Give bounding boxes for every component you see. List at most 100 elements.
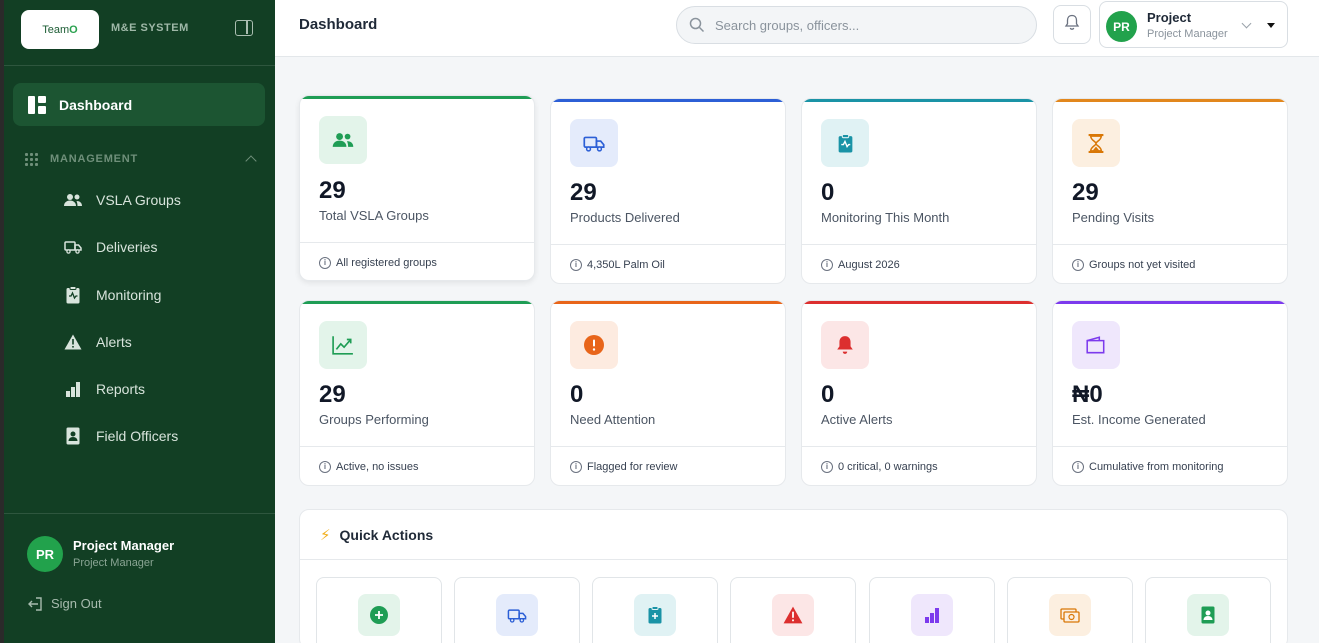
clipboard-icon [64,286,82,304]
info-icon: i [1072,258,1084,271]
brand-logo-o: O [69,23,78,36]
brand-row: Team O M&E SYSTEM [4,0,275,66]
stat-label: Groups Performing [319,412,429,427]
search-input[interactable] [715,17,1015,33]
quick-action-raise-alert[interactable] [730,577,856,643]
bell-icon [1064,14,1080,36]
stat-card-need-attention[interactable]: 0 Need Attention i Flagged for review [550,300,786,486]
stat-footer-text: All registered groups [336,256,437,269]
sidebar-item-dashboard[interactable]: Dashboard [13,83,265,126]
stat-value: 0 [821,381,835,408]
sidebar-item-label: Field Officers [96,428,179,444]
quick-actions-header: ⚡ Quick Actions [300,510,1287,560]
user-name: Project [1147,10,1192,25]
brand-logo[interactable]: Team O [21,10,99,49]
stat-card-products-delivered[interactable]: 29 Products Delivered i 4,350L Palm Oil [550,98,786,284]
sidebar-item-alerts[interactable]: Alerts [64,331,264,353]
window-edge [0,0,4,643]
sidebar-item-field-officers[interactable]: Field Officers [64,425,264,447]
warning-icon [64,333,82,351]
search-bar[interactable] [676,6,1037,44]
card-accent-bar [300,301,534,304]
card-accent-bar [1053,99,1287,102]
quick-action-income[interactable] [1007,577,1133,643]
hourglass-icon [1072,119,1120,167]
sidebar-item-deliveries[interactable]: Deliveries [64,236,264,258]
clipboard-icon [821,119,869,167]
stat-value: 29 [570,179,597,206]
stat-value: 29 [319,381,346,408]
info-icon: i [1072,460,1084,473]
quick-action-add-group[interactable] [316,577,442,643]
bell-icon [821,321,869,369]
stat-card-income[interactable]: ₦0 Est. Income Generated i Cumulative fr… [1052,300,1288,486]
stat-footer: i All registered groups [300,242,534,280]
grid-icon [25,152,38,166]
user-role: Project Manager [1147,28,1228,40]
notifications-button[interactable] [1053,5,1091,44]
sidebar-item-monitoring[interactable]: Monitoring [64,284,264,306]
avatar[interactable]: PR [27,536,63,572]
trending-up-icon [319,321,367,369]
sidebar-item-label: Deliveries [96,239,158,255]
sidebar-item-vsla-groups[interactable]: VSLA Groups [64,189,264,211]
clipboard-plus-icon [634,594,676,636]
warning-icon [772,594,814,636]
avatar: PR [1106,11,1137,42]
card-accent-bar [551,99,785,102]
info-icon: i [821,258,833,271]
stat-footer-text: 0 critical, 0 warnings [838,460,938,473]
stat-footer-text: Cumulative from monitoring [1089,460,1224,473]
chevron-up-icon [245,155,257,167]
bar-chart-icon [911,594,953,636]
divider [4,513,275,514]
card-accent-bar [300,96,534,99]
id-badge-icon [1187,594,1229,636]
stat-footer: i 0 critical, 0 warnings [802,446,1036,485]
users-icon [319,116,367,164]
quick-action-field-officers[interactable] [1145,577,1271,643]
info-icon: i [570,460,582,473]
quick-action-new-delivery[interactable] [454,577,580,643]
user-role: Project Manager [73,557,154,569]
info-icon: i [319,256,331,269]
quick-action-reports[interactable] [869,577,995,643]
quick-actions-title: Quick Actions [339,526,434,543]
truck-icon [570,119,618,167]
wallet-icon [1072,321,1120,369]
sign-out-label: Sign Out [51,596,102,611]
stat-label: Products Delivered [570,210,680,225]
sidebar: Team O M&E SYSTEM Dashboard MANAGEMENT VS… [4,0,275,643]
alert-circle-icon [570,321,618,369]
stat-footer: i Flagged for review [551,446,785,485]
card-accent-bar [802,301,1036,304]
stat-footer-text: Flagged for review [587,460,678,473]
stat-card-groups-performing[interactable]: 29 Groups Performing i Active, no issues [299,300,535,486]
search-icon [689,17,705,33]
info-icon: i [821,460,833,473]
sidebar-item-label: Monitoring [96,287,162,303]
stat-value: 29 [1072,179,1099,206]
quick-action-new-monitoring[interactable] [592,577,718,643]
stat-card-total-groups[interactable]: 29 Total VSLA Groups i All registered gr… [299,95,535,281]
section-management[interactable]: MANAGEMENT [25,150,257,168]
sign-out-button[interactable]: Sign Out [27,596,102,611]
sidebar-item-reports[interactable]: Reports [64,378,264,400]
stat-footer: i 4,350L Palm Oil [551,244,785,283]
stat-label: Need Attention [570,412,656,427]
stat-value: ₦0 [1072,381,1103,408]
stat-card-monitoring[interactable]: 0 Monitoring This Month i August 2026 [801,98,1037,284]
stat-card-pending-visits[interactable]: 29 Pending Visits i Groups not yet visit… [1052,98,1288,284]
stat-card-active-alerts[interactable]: 0 Active Alerts i 0 critical, 0 warnings [801,300,1037,486]
sidebar-item-label: VSLA Groups [96,192,181,208]
plus-circle-icon [358,594,400,636]
stat-value: 0 [570,381,584,408]
info-icon: i [319,460,331,473]
user-menu-button[interactable]: PR Project Project Manager [1099,1,1288,48]
lightning-icon: ⚡ [320,526,331,544]
id-badge-icon [64,427,82,445]
info-icon: i [570,258,582,271]
dashboard-icon [28,95,46,114]
sidebar-toggle-icon[interactable] [235,20,253,36]
stat-footer: i August 2026 [802,244,1036,283]
